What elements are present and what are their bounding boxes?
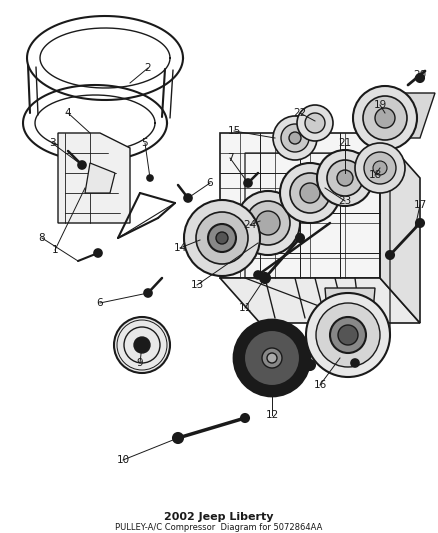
Circle shape xyxy=(234,320,310,396)
Polygon shape xyxy=(220,133,380,278)
Text: 2002 Jeep Liberty: 2002 Jeep Liberty xyxy=(164,512,274,522)
Text: 7: 7 xyxy=(227,153,233,163)
Text: 11: 11 xyxy=(238,303,251,313)
Text: 17: 17 xyxy=(413,200,427,210)
Text: 10: 10 xyxy=(117,455,130,465)
Circle shape xyxy=(317,150,373,206)
Circle shape xyxy=(246,201,290,245)
Text: 16: 16 xyxy=(313,380,327,390)
Circle shape xyxy=(306,293,390,377)
Polygon shape xyxy=(220,278,420,323)
Text: 8: 8 xyxy=(39,233,45,243)
Circle shape xyxy=(416,219,424,227)
Circle shape xyxy=(289,132,301,144)
Circle shape xyxy=(373,161,387,175)
Text: 24: 24 xyxy=(244,220,257,230)
Text: 19: 19 xyxy=(373,100,387,110)
Text: 2: 2 xyxy=(145,63,151,73)
Text: 4: 4 xyxy=(65,108,71,118)
Circle shape xyxy=(338,325,358,345)
Polygon shape xyxy=(380,133,420,323)
Circle shape xyxy=(208,224,236,252)
Circle shape xyxy=(267,353,277,363)
Circle shape xyxy=(297,105,333,141)
Text: 14: 14 xyxy=(173,243,187,253)
Text: 22: 22 xyxy=(293,108,307,118)
Circle shape xyxy=(144,289,152,297)
Circle shape xyxy=(244,330,300,386)
Circle shape xyxy=(184,200,260,276)
Circle shape xyxy=(94,249,102,257)
Circle shape xyxy=(241,414,249,422)
Circle shape xyxy=(355,143,405,193)
Polygon shape xyxy=(360,93,435,138)
Text: 23: 23 xyxy=(339,196,352,206)
Polygon shape xyxy=(58,133,130,223)
Circle shape xyxy=(363,96,407,140)
Circle shape xyxy=(262,348,282,368)
Circle shape xyxy=(290,173,330,213)
Text: 12: 12 xyxy=(265,410,279,420)
Circle shape xyxy=(296,234,304,242)
Circle shape xyxy=(273,116,317,160)
Circle shape xyxy=(134,337,150,353)
Circle shape xyxy=(216,232,228,244)
Circle shape xyxy=(256,211,280,235)
Text: 20: 20 xyxy=(413,70,427,80)
Text: 6: 6 xyxy=(207,178,213,188)
Circle shape xyxy=(173,433,183,443)
Circle shape xyxy=(244,179,252,187)
Circle shape xyxy=(300,183,320,203)
Polygon shape xyxy=(85,163,115,193)
Text: 21: 21 xyxy=(339,138,352,148)
Circle shape xyxy=(327,160,363,196)
Circle shape xyxy=(260,273,270,283)
Circle shape xyxy=(353,86,417,150)
Circle shape xyxy=(184,194,192,202)
Circle shape xyxy=(330,317,366,353)
Text: PULLEY-A/C Compressor  Diagram for 5072864AA: PULLEY-A/C Compressor Diagram for 507286… xyxy=(115,522,323,531)
Circle shape xyxy=(375,108,395,128)
Circle shape xyxy=(305,360,315,370)
Text: 15: 15 xyxy=(227,126,240,136)
Text: 9: 9 xyxy=(137,358,143,368)
Circle shape xyxy=(316,303,380,367)
Circle shape xyxy=(147,175,153,181)
Text: 13: 13 xyxy=(191,280,204,290)
Circle shape xyxy=(78,161,86,169)
Circle shape xyxy=(416,74,424,82)
Circle shape xyxy=(305,113,325,133)
Text: 6: 6 xyxy=(97,298,103,308)
Circle shape xyxy=(114,317,170,373)
Circle shape xyxy=(280,163,340,223)
Text: 5: 5 xyxy=(141,138,148,148)
Circle shape xyxy=(236,191,300,255)
Circle shape xyxy=(337,170,353,186)
Circle shape xyxy=(364,152,396,184)
Circle shape xyxy=(351,359,359,367)
Circle shape xyxy=(254,271,262,279)
Polygon shape xyxy=(325,288,375,348)
Circle shape xyxy=(281,124,309,152)
Circle shape xyxy=(196,212,248,264)
Circle shape xyxy=(386,251,394,259)
Text: 3: 3 xyxy=(49,138,55,148)
Text: 1: 1 xyxy=(52,245,58,255)
Text: 18: 18 xyxy=(368,170,381,180)
